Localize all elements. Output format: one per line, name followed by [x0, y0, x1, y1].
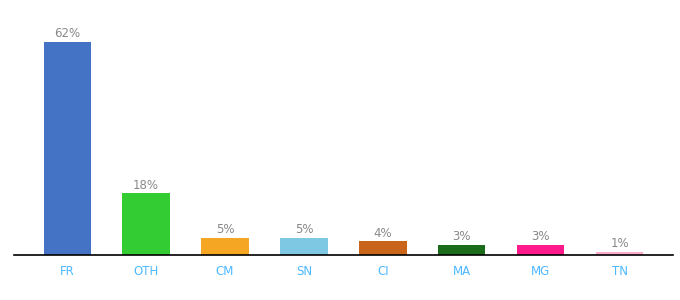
Text: 18%: 18% [133, 179, 159, 192]
Text: 5%: 5% [216, 224, 235, 236]
Bar [359, 241, 407, 255]
Text: 62%: 62% [54, 27, 80, 40]
Text: 3%: 3% [452, 230, 471, 243]
Bar [517, 245, 564, 255]
Bar [44, 42, 91, 255]
Bar [596, 252, 643, 255]
Bar [122, 193, 170, 255]
Text: 5%: 5% [294, 224, 313, 236]
Text: 3%: 3% [531, 230, 550, 243]
Text: 4%: 4% [373, 227, 392, 240]
Bar [201, 238, 249, 255]
Bar [280, 238, 328, 255]
Text: 1%: 1% [610, 237, 629, 250]
Bar [438, 245, 486, 255]
